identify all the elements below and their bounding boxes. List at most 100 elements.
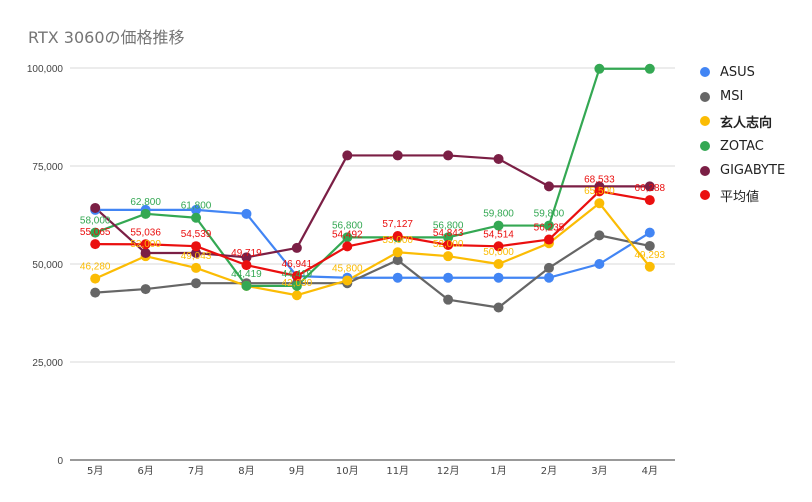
data-point [140, 239, 151, 250]
legend-label: MSI [720, 89, 744, 105]
data-label: 55,036 [130, 227, 161, 238]
data-label: 57,127 [382, 219, 413, 230]
data-point [392, 247, 403, 258]
data-label: 68,533 [584, 174, 615, 185]
data-point [291, 242, 302, 253]
data-label: 54,843 [433, 228, 464, 239]
legend-item: 平均値 [700, 183, 785, 208]
data-label: 56,800 [433, 220, 464, 231]
data-point [191, 278, 202, 289]
data-point [342, 241, 353, 252]
data-point [342, 275, 353, 286]
data-point [594, 186, 605, 197]
x-tick-label: 1月 [490, 465, 506, 477]
data-point [191, 241, 202, 252]
data-label: 49,043 [181, 251, 212, 262]
legend-label: 平均値 [720, 189, 760, 205]
data-point [543, 181, 554, 192]
data-point [594, 259, 605, 269]
y-tick-label: 25,000 [32, 358, 63, 369]
data-label: 62,800 [130, 197, 161, 208]
legend-marker [700, 165, 710, 176]
data-point [191, 204, 202, 215]
series-line [95, 208, 651, 279]
data-label: 58,000 [80, 216, 111, 227]
series-line [95, 234, 651, 309]
data-point [140, 208, 151, 219]
legend-marker [700, 91, 710, 102]
data-point [342, 150, 353, 161]
data-label: 50,000 [483, 247, 514, 258]
legend-marker [700, 116, 710, 127]
series-line [94, 154, 650, 259]
data-point [594, 63, 605, 74]
data-point [443, 232, 454, 243]
data-label: 49,719 [231, 248, 262, 259]
data-point [191, 262, 202, 273]
legend-item: ZOTAC [700, 134, 785, 159]
x-tick-label: 6月 [137, 465, 153, 477]
legend-item: GIGABYTE [700, 158, 785, 183]
x-tick-label: 4月 [642, 465, 658, 477]
data-point [90, 239, 101, 250]
data-point [443, 240, 454, 251]
y-tick-label: 50,000 [32, 260, 63, 271]
series-line [95, 190, 650, 278]
data-label: 44,419 [282, 269, 313, 280]
data-point [392, 272, 403, 283]
data-point [493, 241, 504, 252]
data-point [241, 260, 252, 271]
legend-label: 玄人志向 [720, 115, 773, 131]
data-point [140, 248, 151, 259]
data-label: 59,800 [534, 209, 565, 220]
legend-label: ZOTAC [720, 138, 764, 154]
data-point [543, 220, 554, 231]
data-point [594, 198, 605, 209]
series-line [94, 202, 651, 297]
data-label: 46,941 [282, 259, 313, 270]
data-point [392, 231, 403, 242]
data-point [644, 227, 655, 238]
data-point [443, 294, 454, 305]
data-point [443, 272, 454, 283]
data-point [493, 220, 504, 231]
data-label: 54,514 [483, 229, 514, 240]
data-point [392, 255, 403, 266]
data-label: 65,500 [584, 186, 615, 197]
x-tick-label: 7月 [188, 465, 204, 477]
data-point [90, 273, 101, 284]
data-label: 56,235 [534, 223, 565, 234]
legend-item: MSI [700, 85, 785, 110]
legend-marker [700, 141, 710, 152]
data-point [90, 287, 101, 298]
x-tick-label: 10月 [336, 465, 359, 477]
data-point [493, 272, 504, 283]
data-label: 55,065 [80, 227, 111, 238]
data-label: 49,293 [634, 250, 665, 261]
data-point [241, 208, 252, 219]
data-label: 53,000 [382, 235, 413, 246]
data-point [543, 262, 554, 273]
y-tick-label: 0 [57, 456, 63, 467]
legend: ASUS MSI 玄人志向 ZOTAC GIGABYTE 平均値 [700, 60, 785, 208]
y-tick-label: 100,000 [27, 64, 64, 75]
data-point [90, 202, 101, 213]
x-tick-label: 12月 [437, 465, 460, 477]
data-point [644, 181, 655, 192]
data-point [90, 227, 101, 238]
x-tick-label: 9月 [289, 465, 305, 477]
data-label: 59,800 [483, 209, 514, 220]
data-label: 52,000 [130, 239, 161, 250]
data-point [392, 150, 403, 161]
data-point [493, 153, 504, 164]
data-point [644, 240, 655, 251]
data-point [291, 290, 302, 301]
data-label: 45,800 [332, 263, 363, 274]
x-tick-label: 3月 [591, 465, 607, 477]
legend-marker [700, 190, 710, 201]
legend-marker [700, 67, 710, 78]
data-point [291, 270, 302, 281]
x-tick-label: 2月 [541, 465, 557, 477]
legend-item: 玄人志向 [700, 109, 785, 134]
